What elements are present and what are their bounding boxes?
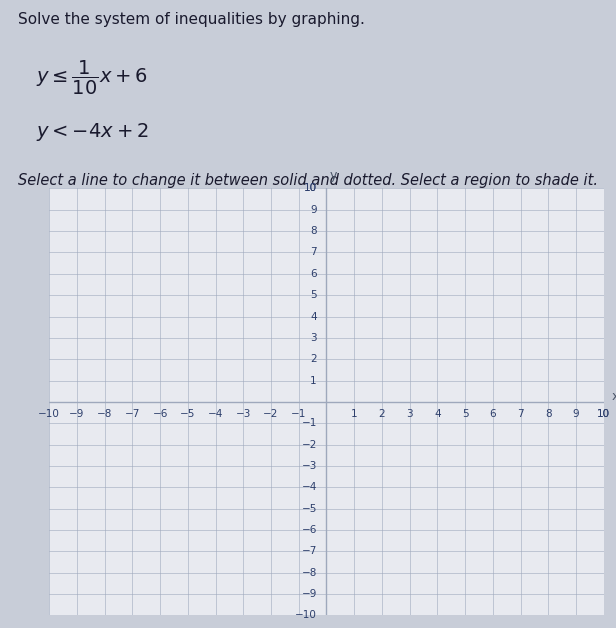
Text: −8: −8: [97, 409, 112, 420]
Text: −2: −2: [264, 409, 278, 420]
Text: $y \leq \dfrac{1}{10}x + 6$: $y \leq \dfrac{1}{10}x + 6$: [36, 59, 148, 97]
Text: 8: 8: [545, 409, 551, 420]
Text: y: y: [330, 169, 337, 182]
Text: −5: −5: [301, 504, 317, 514]
Text: −4: −4: [301, 482, 317, 492]
Text: −7: −7: [301, 546, 317, 556]
Text: 4: 4: [310, 311, 317, 322]
Text: 10: 10: [304, 183, 317, 193]
Text: 2: 2: [379, 409, 385, 420]
Text: 9: 9: [310, 205, 317, 215]
Text: −10: −10: [295, 610, 317, 620]
Text: −5: −5: [180, 409, 195, 420]
Text: −3: −3: [236, 409, 251, 420]
Text: 4: 4: [434, 409, 440, 420]
Text: 10: 10: [597, 409, 610, 420]
Text: −7: −7: [125, 409, 140, 420]
Text: 10: 10: [597, 409, 610, 420]
Text: 10: 10: [304, 183, 317, 193]
Text: 2: 2: [310, 354, 317, 364]
Text: 3: 3: [310, 333, 317, 343]
Text: −1: −1: [301, 418, 317, 428]
Text: Solve the system of inequalities by graphing.: Solve the system of inequalities by grap…: [18, 11, 365, 26]
Text: 5: 5: [462, 409, 468, 420]
Text: 1: 1: [310, 376, 317, 386]
Text: −9: −9: [301, 589, 317, 599]
Text: 7: 7: [517, 409, 524, 420]
Text: $y < -4x + 2$: $y < -4x + 2$: [36, 121, 148, 143]
Text: −6: −6: [153, 409, 168, 420]
Text: −3: −3: [301, 461, 317, 471]
Text: −9: −9: [70, 409, 84, 420]
Text: −2: −2: [301, 440, 317, 450]
Text: 3: 3: [407, 409, 413, 420]
Text: −8: −8: [301, 568, 317, 578]
Text: 1: 1: [351, 409, 357, 420]
Text: Select a line to change it between solid and dotted. Select a region to shade it: Select a line to change it between solid…: [18, 173, 598, 188]
Text: 8: 8: [310, 226, 317, 236]
Text: 5: 5: [310, 290, 317, 300]
Text: x: x: [612, 390, 616, 403]
Text: 6: 6: [310, 269, 317, 279]
Text: 7: 7: [310, 247, 317, 257]
Text: −10: −10: [38, 409, 60, 420]
Text: −1: −1: [291, 409, 306, 420]
Text: −6: −6: [301, 525, 317, 535]
Text: 9: 9: [573, 409, 579, 420]
Text: 6: 6: [490, 409, 496, 420]
Text: −4: −4: [208, 409, 223, 420]
